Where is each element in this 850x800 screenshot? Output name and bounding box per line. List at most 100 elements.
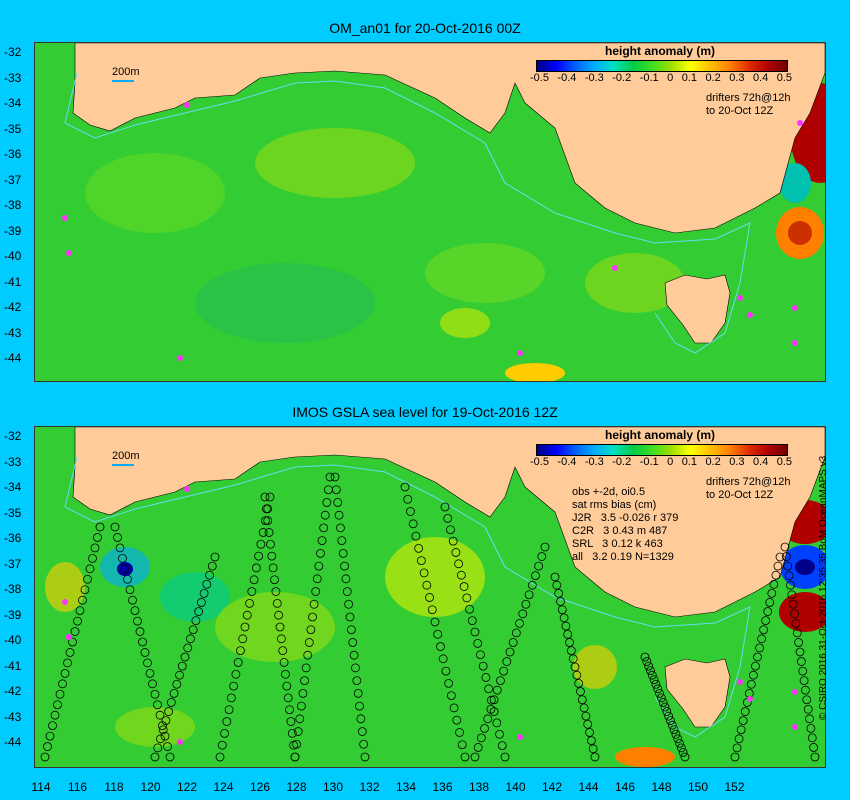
latitude-tick-label: -33 <box>4 454 22 469</box>
latitude-tick-label: -40 <box>4 249 22 263</box>
colorbar-tick-label: 0.3 <box>729 72 745 84</box>
top-colorbar-strip <box>536 60 788 72</box>
altimeter-obs-point <box>330 472 340 482</box>
altimeter-obs-point <box>574 678 584 688</box>
altimeter-obs-point <box>43 742 52 751</box>
altimeter-obs-point <box>304 638 314 647</box>
altimeter-obs-point <box>267 551 277 561</box>
latitude-tick-label: -37 <box>4 556 22 571</box>
altimeter-obs-point <box>771 570 781 580</box>
latitude-tick-label: -41 <box>4 658 22 673</box>
altimeter-obs-point <box>411 531 421 541</box>
longitude-tick-label: 150 <box>687 780 709 794</box>
altimeter-obs-point <box>430 617 440 627</box>
latitude-tick-label: -38 <box>4 582 22 596</box>
altimeter-obs-point <box>254 551 264 561</box>
altimeter-obs-point <box>158 721 167 731</box>
altimeter-obs-point <box>452 715 462 725</box>
altimeter-obs-point <box>518 609 528 619</box>
altimeter-obs-point <box>441 666 451 676</box>
altimeter-obs-point <box>780 542 790 552</box>
altimeter-obs-point <box>489 707 499 716</box>
altimeter-obs-point <box>337 536 347 546</box>
altimeter-obs-point <box>349 650 359 660</box>
drifters-top <box>62 102 803 361</box>
altimeter-obs-point <box>801 685 810 695</box>
latitude-tick-label: -32 <box>4 429 22 443</box>
altimeter-obs-point <box>95 522 105 532</box>
altimeter-obs-point <box>308 612 317 622</box>
altimeter-obs-point <box>317 536 327 546</box>
altimeter-obs-point <box>73 616 82 626</box>
altimeter-obs-point <box>559 613 569 623</box>
altimeter-obs-point <box>281 669 290 679</box>
altimeter-obs-point <box>583 719 593 729</box>
altimeter-obs-point <box>759 625 769 635</box>
altimeter-tracks <box>40 472 820 762</box>
altimeter-obs-point <box>438 654 448 664</box>
altimeter-obs-point <box>163 742 172 751</box>
altimeter-obs-point <box>279 658 289 667</box>
altimeter-obs-point <box>290 752 300 762</box>
altimeter-obs-point <box>577 695 587 705</box>
latitude-tick-label: -34 <box>4 96 22 110</box>
colorbar-tick-label: -0.2 <box>612 72 632 84</box>
top-scale-bar <box>112 80 134 82</box>
altimeter-obs-point <box>788 599 798 609</box>
longitude-tick-label: 128 <box>286 780 307 794</box>
altimeter-obs-point <box>249 575 259 585</box>
altimeter-obs-point <box>791 618 801 628</box>
altimeter-obs-point <box>40 752 50 762</box>
altimeter-obs-point <box>736 725 746 735</box>
altimeter-obs-point <box>256 539 266 549</box>
top-drifters-note: drifters 72h@12h to 20-Oct 12Z <box>706 92 791 117</box>
longitude-tick-label: 126 <box>249 780 271 794</box>
altimeter-obs-point <box>470 627 480 637</box>
altimeter-obs-point <box>537 552 547 561</box>
altimeter-obs-point <box>499 666 509 676</box>
altimeter-obs-point <box>740 707 750 716</box>
altimeter-obs-point <box>60 668 70 678</box>
altimeter-obs-point <box>160 731 170 741</box>
altimeter-obs-point <box>164 707 174 716</box>
altimeter-obs-point <box>270 575 279 585</box>
altimeter-obs-point <box>496 676 505 686</box>
altimeter-obs-point <box>348 638 358 647</box>
altimeter-obs-point <box>352 676 362 686</box>
altimeter-obs-point <box>456 570 466 580</box>
altimeter-obs-point <box>263 516 273 526</box>
colorbar-tick-label: 0.2 <box>705 72 721 84</box>
altimeter-obs-point <box>653 684 663 694</box>
tasmania-land-bottom <box>664 658 731 728</box>
altimeter-obs-point <box>753 652 762 662</box>
altimeter-obs-point <box>658 698 668 707</box>
altimeter-obs-point <box>58 679 67 689</box>
altimeter-obs-point <box>233 658 243 667</box>
altimeter-obs-point <box>153 743 163 753</box>
altimeter-obs-point <box>534 561 544 571</box>
altimeter-obs-point <box>738 716 748 726</box>
altimeter-obs-point <box>161 716 171 726</box>
altimeter-obs-point <box>755 643 764 653</box>
bottom-colorbar: height anomaly (m) -0.5 -0.4 -0.3 -0.2 -0.1 0… <box>530 428 792 476</box>
bottom-colorbar-title: height anomaly (m) <box>604 428 715 442</box>
colorbar-tick-label: -0.5 <box>530 72 549 84</box>
altimeter-obs-point <box>448 536 458 546</box>
altimeter-obs-point <box>802 695 812 705</box>
altimeter-obs-point <box>351 663 360 673</box>
altimeter-obs-point <box>325 472 335 482</box>
altimeter-obs-point <box>78 595 87 605</box>
altimeter-obs-point <box>763 607 773 616</box>
altimeter-obs-point <box>180 652 190 662</box>
altimeter-obs-point <box>462 593 472 603</box>
altimeter-obs-point <box>784 571 794 581</box>
altimeter-obs-point <box>45 731 55 741</box>
altimeter-obs-point <box>275 622 285 632</box>
colorbar-tick-label: -0.4 <box>557 456 577 468</box>
altimeter-obs-point <box>794 638 804 647</box>
colorbar-tick-label: -0.1 <box>639 72 659 84</box>
colorbar-tick-label: 0 <box>667 456 674 468</box>
longitude-tick-label: 148 <box>651 780 672 794</box>
copyright-text: © CSIRO 2016 31-Oct-2016 12:35:35 BoM Oc… <box>818 455 829 720</box>
altimeter-obs-point <box>314 561 324 571</box>
